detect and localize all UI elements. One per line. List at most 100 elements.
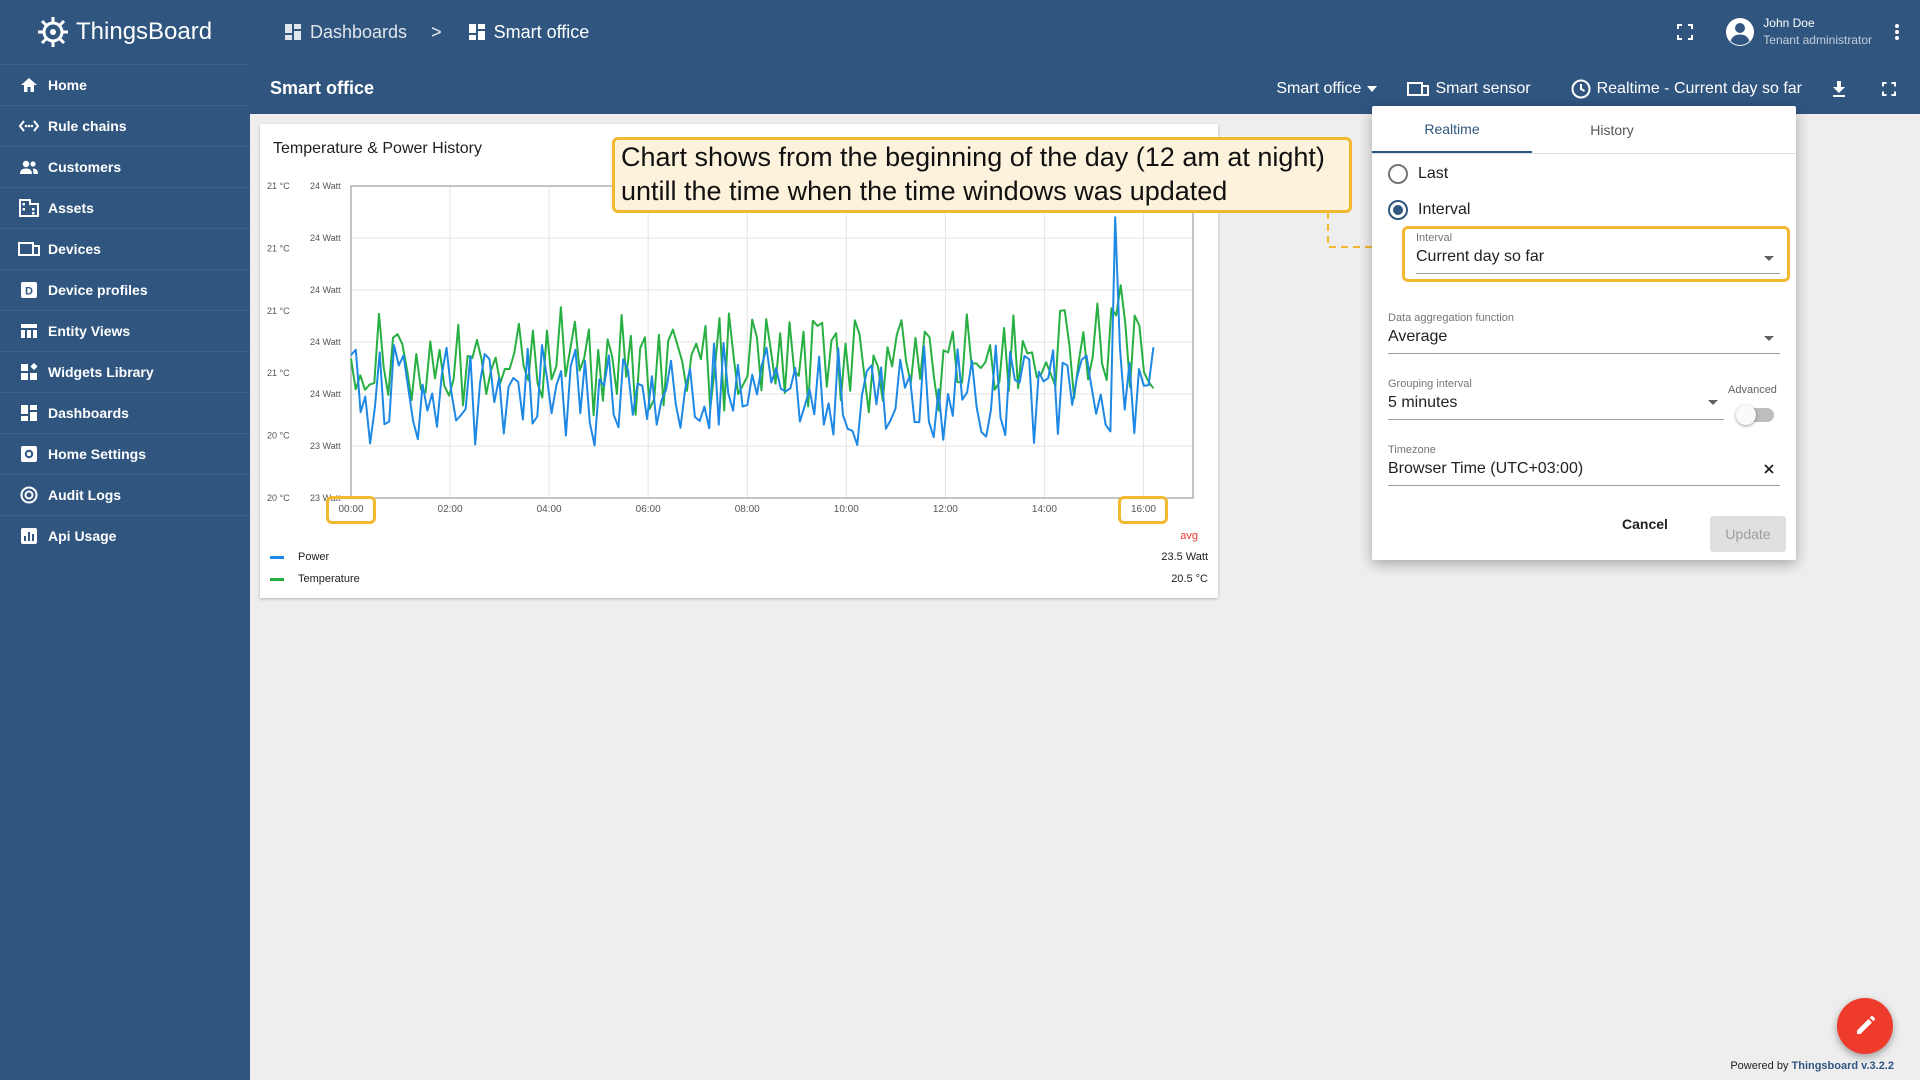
highlight-start-tick (326, 496, 376, 524)
x-tick-label: 12:00 (933, 504, 958, 515)
radio-button (1388, 200, 1408, 220)
more-vert-icon[interactable] (1894, 23, 1900, 41)
sidebar-item-widgets-library[interactable]: Widgets Library (0, 351, 250, 392)
device-profiles-icon: D (18, 279, 40, 301)
user-info: John Doe Tenant administrator (1763, 15, 1872, 49)
interval-select[interactable]: Interval Current day so far (1416, 232, 1780, 274)
x-tick-label: 00:00 (338, 504, 363, 515)
timewindow-panel: Realtime History Last Interval Interval … (1372, 106, 1796, 560)
annotation-callout: Chart shows from the beginning of the da… (612, 137, 1352, 213)
dashboards-icon (468, 23, 486, 41)
fullscreen-icon[interactable] (1677, 24, 1694, 40)
aggregation-select[interactable]: Data aggregation function Average (1388, 312, 1780, 354)
field-underline (1388, 419, 1724, 420)
top-bar: Dashboards > Smart office John Doe Tenan… (250, 0, 1920, 64)
user-role: Tenant administrator (1763, 33, 1872, 47)
sidebar-item-label: Home (48, 77, 87, 93)
legend-value: 23.5 Watt (1161, 551, 1208, 563)
sidebar-item-home[interactable]: Home (0, 64, 250, 105)
y-power-tick-label: 24 Watt (310, 233, 341, 243)
x-tick-label: 14:00 (1032, 504, 1057, 515)
settings-icon (18, 443, 40, 465)
edit-pencil-icon (1854, 1015, 1876, 1037)
tab-history[interactable]: History (1590, 121, 1634, 138)
highlight-interval-field (1402, 226, 1790, 282)
breadcrumb-label: Smart office (493, 21, 590, 42)
breadcrumb-dashboards[interactable]: Dashboards (284, 22, 407, 43)
sidebar-item-label: Dashboards (48, 405, 129, 421)
advanced-toggle[interactable] (1736, 405, 1774, 425)
entity-alias-select[interactable]: Smart sensor (1407, 80, 1531, 98)
field-value: Average (1388, 328, 1448, 345)
widgets-icon (18, 361, 40, 383)
sidebar-item-api-usage[interactable]: Api Usage (0, 515, 250, 556)
line-chart[interactable]: 00:00 02:00 04:00 06:00 08:00 10:00 12:00 14:00… (260, 124, 1218, 524)
sidebar-item-entity-views[interactable]: Entity Views (0, 310, 250, 351)
sidebar-item-label: Devices (48, 241, 101, 257)
callout-line-2: untill the time when the time windows wa… (621, 176, 1228, 206)
sidebar-nav: Home Rule chains Customers Assets Device… (0, 64, 250, 556)
radio-interval[interactable]: Interval (1388, 200, 1470, 220)
x-tick-label: 04:00 (537, 504, 562, 515)
thingsboard-logo-icon (38, 17, 68, 47)
dashboard-title: Smart office (270, 78, 375, 98)
radio-last[interactable]: Last (1388, 164, 1448, 184)
dashboards-icon (284, 23, 302, 41)
powered-by-text: Powered by (1730, 1060, 1789, 1072)
field-value: Current day so far (1416, 248, 1545, 265)
thingsboard-version-link[interactable]: Thingsboard v.3.2.2 (1791, 1060, 1895, 1072)
update-button[interactable]: Update (1710, 516, 1786, 552)
state-select-label: Smart office (1276, 80, 1362, 97)
clear-icon[interactable] (1764, 464, 1774, 474)
dashboard-state-select[interactable]: Smart office (1276, 80, 1378, 98)
field-underline (1388, 353, 1780, 354)
y-power-tick-label: 23 Watt (310, 493, 341, 503)
sidebar-item-label: Home Settings (48, 446, 147, 462)
clock-icon (1571, 79, 1591, 99)
sidebar: ThingsBoard Home Rule chains Customers A… (0, 0, 250, 1080)
legend-label: Temperature (298, 573, 360, 585)
legend-item-power[interactable]: Power 23.5 Watt (270, 548, 1208, 566)
audit-icon (18, 484, 40, 506)
download-icon[interactable] (1832, 80, 1846, 98)
tab-realtime[interactable]: Realtime (1372, 106, 1532, 153)
app-logo[interactable]: ThingsBoard (0, 0, 250, 64)
sidebar-item-label: Widgets Library (48, 364, 154, 380)
field-underline (1388, 485, 1780, 486)
sidebar-item-home-settings[interactable]: Home Settings (0, 433, 250, 474)
widget-title: Temperature & Power History (273, 140, 482, 157)
legend-swatch (270, 577, 284, 581)
field-label: Data aggregation function (1388, 312, 1514, 324)
y-power-tick-label: 24 Watt (310, 337, 341, 347)
legend-item-temperature[interactable]: Temperature 20.5 °C (270, 570, 1208, 588)
y-left-tick-label: 21 °C (267, 306, 290, 316)
sidebar-item-dashboards[interactable]: Dashboards (0, 392, 250, 433)
radio-label: Interval (1418, 201, 1471, 218)
chevron-down-icon (1708, 400, 1718, 405)
y-left-tick-label: 21 °C (267, 243, 290, 253)
timezone-select[interactable]: Timezone Browser Time (UTC+03:00) (1388, 444, 1780, 486)
x-tick-label: 06:00 (636, 504, 661, 515)
edit-dashboard-button[interactable] (1837, 998, 1893, 1054)
sidebar-item-label: Audit Logs (48, 487, 122, 503)
devices-icon (18, 238, 40, 260)
sidebar-item-audit-logs[interactable]: Audit Logs (0, 474, 250, 515)
sidebar-item-rule-chains[interactable]: Rule chains (0, 105, 250, 146)
user-menu[interactable]: John Doe Tenant administrator (1725, 15, 1872, 49)
sidebar-item-device-profiles[interactable]: D Device profiles (0, 269, 250, 310)
dashboard-tools: Smart office Smart sensor Realtime - Cur… (1276, 64, 1920, 114)
field-value: Browser Time (UTC+03:00) (1388, 460, 1584, 477)
timewindow-button[interactable]: Realtime - Current day so far (1571, 79, 1802, 99)
y-power-tick-label: 24 Watt (310, 285, 341, 295)
sidebar-item-devices[interactable]: Devices (0, 228, 250, 269)
x-tick-label: 16:00 (1131, 504, 1156, 515)
sidebar-item-customers[interactable]: Customers (0, 146, 250, 187)
sidebar-item-label: Api Usage (48, 528, 117, 544)
chevron-down-icon (1367, 86, 1378, 92)
assets-icon (18, 197, 40, 219)
fullscreen-icon[interactable] (1882, 82, 1896, 96)
sidebar-item-assets[interactable]: Assets (0, 187, 250, 228)
cancel-button[interactable]: Cancel (1622, 516, 1668, 532)
grouping-interval-select[interactable]: Grouping interval 5 minutes (1388, 378, 1724, 420)
timewindow-tabs: Realtime History (1372, 106, 1796, 154)
